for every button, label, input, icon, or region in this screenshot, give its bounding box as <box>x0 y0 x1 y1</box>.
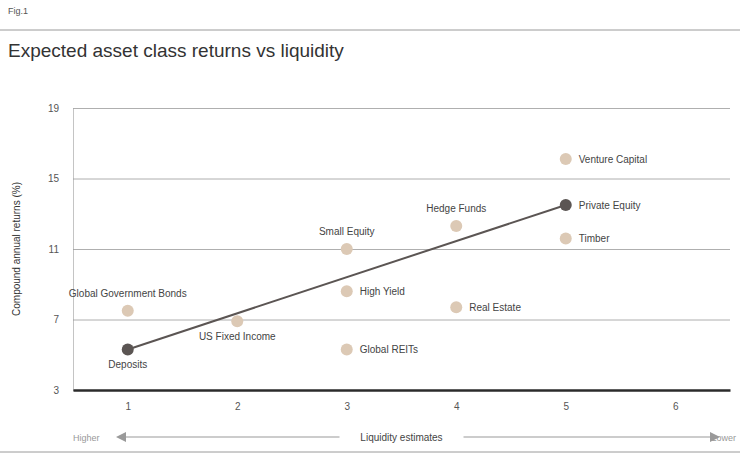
grid-line <box>73 249 730 250</box>
x-tick-label: 4 <box>454 401 460 412</box>
point <box>341 343 353 355</box>
point <box>560 232 572 244</box>
x-axis: 1 2 3 4 5 6 <box>74 390 731 412</box>
y-axis-title: Compound annual returns (%) <box>11 182 22 316</box>
y-tick: 11 <box>49 244 730 255</box>
grid-line <box>73 390 730 391</box>
x-tick-label: 3 <box>344 401 350 412</box>
chart: Fig.1 Expected asset class returns vs liq… <box>0 0 740 457</box>
point <box>560 199 572 211</box>
x-axis-line <box>74 389 731 392</box>
point <box>231 315 243 327</box>
arrow-line <box>122 436 340 437</box>
y-tick: 19 <box>48 103 730 114</box>
point <box>450 220 462 232</box>
point-label: Timber <box>579 233 610 244</box>
grid-line <box>73 179 730 180</box>
y-tick-label: 11 <box>49 244 60 255</box>
x-tick: 6 <box>673 390 679 412</box>
x-axis-title: Liquidity estimates <box>360 432 442 443</box>
y-tick-label: 3 <box>53 385 59 396</box>
x-tick-label: 1 <box>125 401 131 412</box>
point-labels: Global Government Bonds US Fixed Income Sm… <box>69 154 647 370</box>
y-tick: 3 <box>53 385 730 396</box>
grid-line <box>73 108 730 109</box>
y-tick: 15 <box>48 173 730 184</box>
point <box>122 343 134 355</box>
y-tick-label: 15 <box>48 173 60 184</box>
point-label: Small Equity <box>319 226 375 237</box>
x-tick-label: 2 <box>235 401 241 412</box>
x-tick: 3 <box>344 390 350 412</box>
point <box>450 301 462 313</box>
arrow-line <box>464 436 715 437</box>
x-tick-label: 5 <box>563 401 569 412</box>
point-label: Venture Capital <box>579 154 647 165</box>
arrow-head <box>116 432 126 442</box>
y-tick-label: 7 <box>53 314 59 325</box>
x-tick: 1 <box>125 390 131 412</box>
point-label: US Fixed Income <box>199 331 276 342</box>
trend-line <box>128 205 566 350</box>
point-label: High Yield <box>360 286 405 297</box>
x-tick: 5 <box>563 390 569 412</box>
grid-line <box>73 320 730 321</box>
annotation: Lower <box>711 433 736 443</box>
point <box>341 243 353 255</box>
top-rule <box>0 30 740 31</box>
x-tick: 2 <box>235 390 241 412</box>
bottom-rule <box>0 452 740 453</box>
point <box>341 285 353 297</box>
x-tick: 4 <box>454 390 460 412</box>
y-tick: 7 <box>53 314 730 325</box>
plot: 3 7 11 15 19 1 2 3 4 5 6 Global Government Bonds US … <box>48 103 731 412</box>
y-tick-label: 19 <box>48 103 60 114</box>
point <box>560 153 572 165</box>
annotation: Higher <box>73 433 100 443</box>
point-label: Private Equity <box>579 200 641 211</box>
marks <box>122 153 572 355</box>
figure-label: Fig.1 <box>8 6 28 16</box>
point-label: Real Estate <box>469 302 521 313</box>
point-label: Hedge Funds <box>426 203 486 214</box>
point-label: Global Government Bonds <box>69 288 187 299</box>
title: Expected asset class returns vs liquidit… <box>8 40 344 61</box>
point <box>122 305 134 317</box>
y-axis: 3 7 11 15 19 <box>48 103 730 396</box>
point-label: Deposits <box>108 359 147 370</box>
point-label: Global REITs <box>360 344 418 355</box>
x-tick-label: 6 <box>673 401 679 412</box>
